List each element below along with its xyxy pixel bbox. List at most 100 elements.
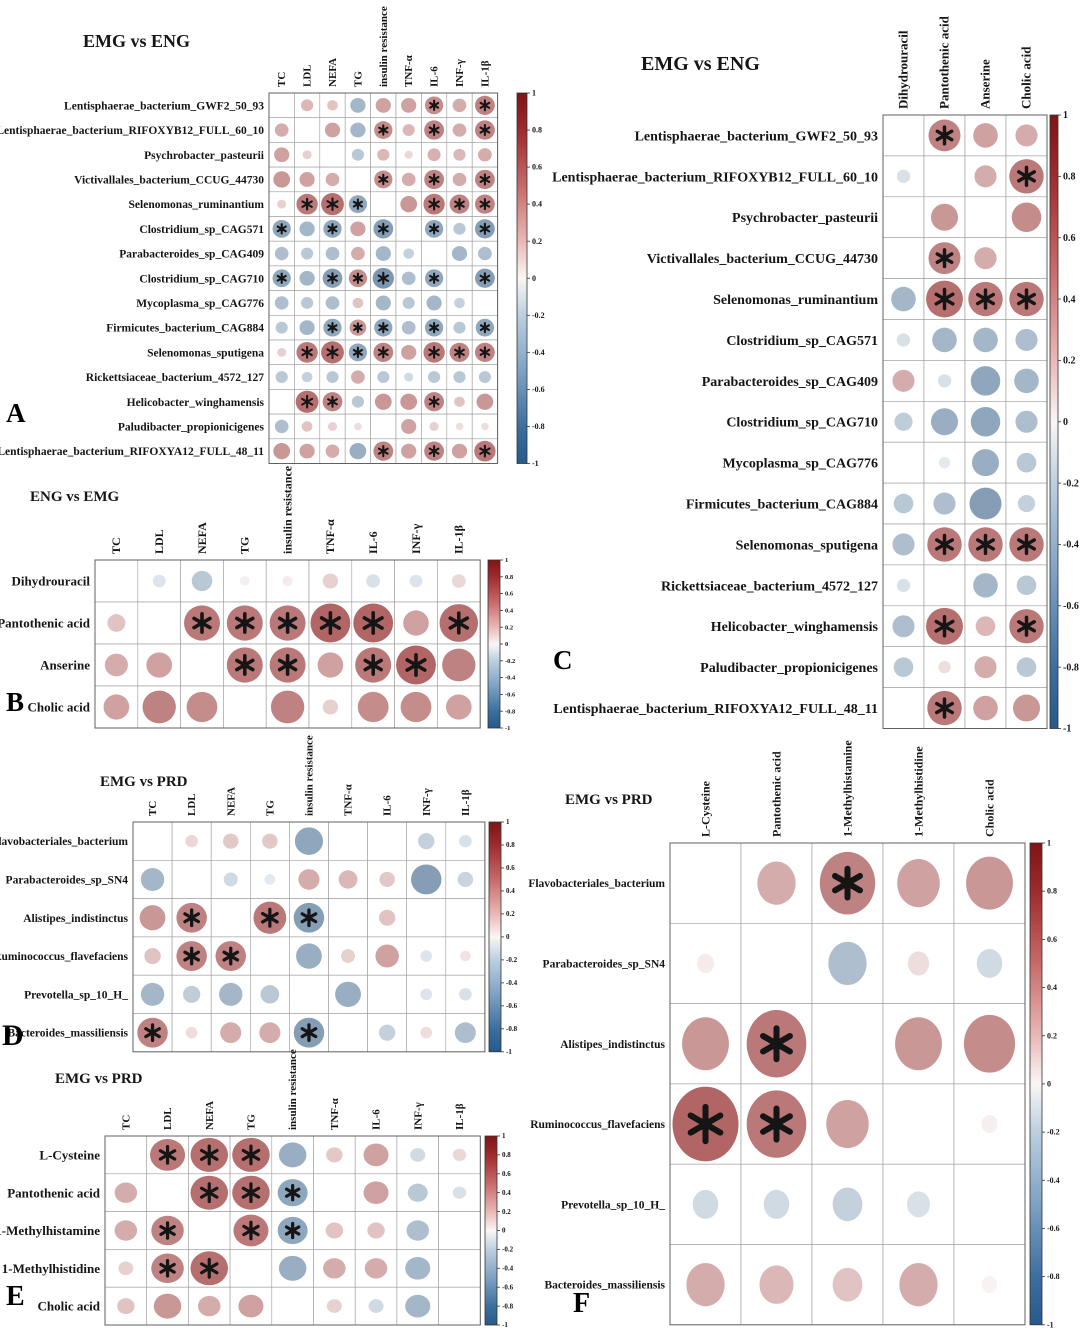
corr-circle	[832, 1267, 863, 1302]
corr-circle	[686, 1262, 725, 1307]
panel-d: Flavobacteriales_bacterium Parabacteroide…	[0, 735, 518, 1056]
significance-asterisk	[192, 612, 212, 634]
significance-asterisk	[976, 288, 995, 310]
significance-asterisk	[429, 272, 440, 284]
corr-circle	[407, 1183, 428, 1202]
asterisk-stroke	[760, 1113, 793, 1135]
grid-cell	[446, 265, 473, 291]
column-label: IL-6	[382, 795, 394, 816]
asterisk-stroke	[192, 616, 212, 630]
grid-cell	[923, 564, 966, 607]
row-label: Lentisphaerae_bacterium_RIFOXYA12_FULL_4…	[0, 446, 264, 458]
corr-circle	[274, 419, 289, 434]
corr-circle	[454, 297, 465, 309]
asterisk-stroke	[378, 324, 389, 332]
column-label: INF-γ	[412, 1102, 424, 1130]
corr-circle	[970, 407, 1001, 437]
colorbar-tick-label: 0.6	[506, 864, 515, 872]
grid-cell	[370, 413, 397, 440]
corr-circle	[223, 872, 238, 887]
grid-cell	[669, 842, 742, 924]
row-label: Firmicutes_bacterium_CAG884	[106, 323, 264, 335]
corr-circle	[299, 320, 315, 336]
row-label: Pantothenic acid	[0, 616, 91, 631]
significance-asterisk	[429, 321, 440, 334]
significance-asterisk	[319, 611, 341, 635]
significance-asterisk	[479, 198, 491, 211]
significance-asterisk	[934, 287, 955, 311]
grid-cell	[328, 1013, 368, 1053]
significance-asterisk	[199, 1257, 219, 1279]
significance-asterisk	[353, 322, 363, 333]
corr-circle	[325, 444, 340, 458]
corr-circle	[153, 1293, 182, 1319]
corr-circle	[1012, 694, 1041, 722]
row-label: Lentisphaerae_bacterium_RIFOXYA12_FULL_4…	[553, 702, 878, 717]
significance-asterisk	[158, 1145, 177, 1165]
column-label: insulin resistance	[287, 1049, 299, 1130]
column-label: Pantothenic acid	[769, 751, 783, 837]
significance-asterisk	[1017, 533, 1036, 556]
corr-circle	[278, 1255, 307, 1281]
asterisk-stroke	[976, 538, 995, 551]
asterisk-stroke	[199, 1186, 219, 1199]
asterisk-stroke	[935, 538, 954, 551]
significance-asterisk	[159, 1221, 176, 1240]
row-label: Cholic acid	[28, 700, 91, 715]
corr-circle	[930, 203, 959, 231]
colorbar-tick-label: -0.8	[502, 1302, 514, 1310]
grid-cell	[94, 559, 139, 603]
corr-circle	[322, 573, 339, 589]
grid-cell	[882, 1083, 955, 1165]
asterisk-stroke	[429, 324, 440, 332]
asterisk-stroke	[327, 274, 338, 282]
corr-circle	[966, 856, 1013, 910]
grid-cell	[171, 859, 212, 899]
grid-cell	[471, 290, 498, 316]
panel-a-letter: A	[6, 398, 26, 428]
column-label: Pantothenic acid	[937, 15, 952, 109]
corr-circle	[759, 1265, 794, 1304]
corr-circle	[893, 493, 914, 514]
asterisk-stroke	[183, 912, 201, 924]
colorbar-tick-label: -0.2	[505, 658, 515, 665]
row-label: Anserine	[40, 658, 90, 673]
row-label: Parabacteroides_sp_CAG409	[702, 375, 878, 390]
corr-circle	[893, 657, 914, 677]
corr-circle	[405, 1256, 431, 1280]
asterisk-stroke	[301, 397, 314, 406]
corr-circle	[696, 953, 715, 974]
asterisk-stroke	[429, 101, 440, 109]
corr-circle	[1015, 328, 1038, 351]
colorbar-tick-label: -0.6	[1063, 601, 1079, 612]
grid-cell	[367, 974, 408, 1014]
corr-circle	[296, 943, 322, 969]
grid-cell	[882, 687, 925, 729]
corr-circle	[973, 327, 998, 353]
asterisk-stroke	[479, 225, 491, 233]
colorbar-tick-label: -0.4	[506, 979, 518, 987]
corr-circle	[351, 395, 364, 408]
asterisk-stroke	[935, 129, 954, 142]
corr-circle	[299, 270, 315, 286]
colorbar-tick-label: -1	[1047, 1320, 1054, 1329]
corr-circle	[142, 690, 176, 724]
row-label: Bacteroides_massiliensis	[544, 1280, 665, 1292]
corr-circle	[459, 950, 471, 962]
row-label: Prevotella_sp_10_H_	[561, 1199, 665, 1211]
corr-circle	[374, 393, 392, 410]
corr-circle	[377, 148, 390, 161]
column-label: TNF-α	[403, 54, 415, 87]
significance-asterisk	[454, 198, 465, 211]
row-label: Victivallales_bacterium_CCUG_44730	[647, 252, 878, 267]
panel-d-title: EMG vs PRD	[100, 774, 188, 790]
colorbar-tick-label: 0.4	[502, 1189, 511, 1197]
colorbar-tick-label: -0.4	[502, 1265, 514, 1273]
column-label: INF-γ	[454, 59, 466, 87]
asterisk-stroke	[277, 616, 298, 630]
significance-asterisk	[454, 346, 465, 359]
column-label: TNF-α	[329, 1097, 341, 1130]
row-label: Rickettsiaceae_bacterium_4572_127	[661, 579, 878, 594]
asterisk-stroke	[300, 1027, 318, 1039]
corr-circle	[301, 297, 314, 309]
